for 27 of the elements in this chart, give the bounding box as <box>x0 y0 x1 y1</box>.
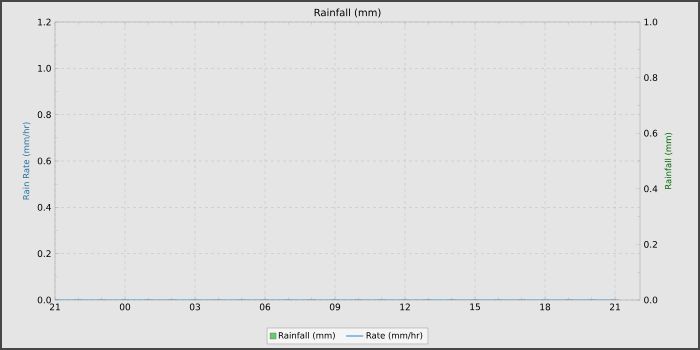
chart-title: Rainfall (mm) <box>314 8 380 18</box>
y2-tick-label: 0.0 <box>644 296 658 304</box>
y-tick-label: 0.2 <box>38 250 51 258</box>
legend-label: Rainfall (mm) <box>278 332 335 340</box>
x-tick-label: 21 <box>50 304 60 310</box>
y-axis-title: Rain Rate (mm/hr) <box>22 122 30 200</box>
y-tick-label: 0.8 <box>38 111 51 118</box>
y2-tick-label: 1.0 <box>644 18 658 26</box>
y2-tick-label: 0.4 <box>644 185 658 192</box>
y-tick-label: 0.6 <box>38 158 51 164</box>
x-tick-label: 03 <box>190 304 200 310</box>
x-tick-label: 15 <box>470 304 480 310</box>
x-tick-label: 21 <box>610 304 620 310</box>
y-tick-label: 0.4 <box>38 204 51 211</box>
legend-label: Rate (mm/hr) <box>366 332 422 340</box>
x-tick-label: 09 <box>330 304 340 310</box>
y2-tick-label: 0.2 <box>644 240 657 248</box>
y-tick-label: 0.0 <box>38 296 51 304</box>
x-tick-label: 06 <box>260 304 270 310</box>
x-tick-label: 18 <box>540 304 550 310</box>
x-tick-label: 12 <box>400 304 410 310</box>
y2-tick-label: 0.8 <box>644 74 658 81</box>
x-tick-label: 00 <box>120 304 130 310</box>
y2-axis-title: Rainfall (mm) <box>664 132 672 189</box>
y2-tick-label: 0.6 <box>644 130 658 137</box>
y-tick-label: 1.0 <box>38 64 51 72</box>
y-tick-label: 1.2 <box>38 18 51 26</box>
